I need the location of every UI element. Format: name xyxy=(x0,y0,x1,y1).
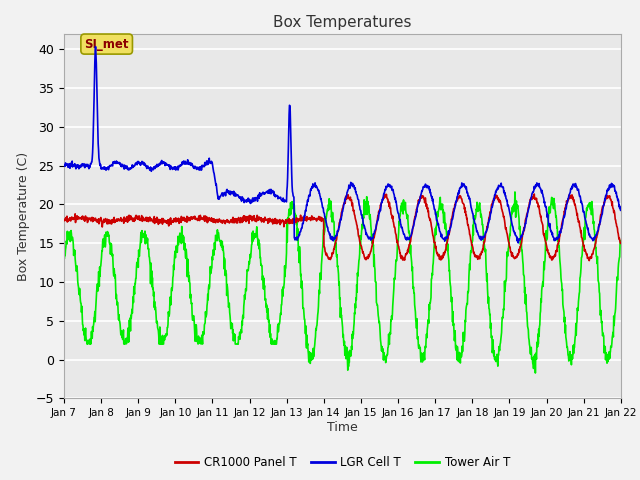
Legend: CR1000 Panel T, LGR Cell T, Tower Air T: CR1000 Panel T, LGR Cell T, Tower Air T xyxy=(170,452,515,474)
Text: SI_met: SI_met xyxy=(84,37,129,50)
Y-axis label: Box Temperature (C): Box Temperature (C) xyxy=(17,151,30,281)
Title: Box Temperatures: Box Temperatures xyxy=(273,15,412,30)
X-axis label: Time: Time xyxy=(327,421,358,434)
